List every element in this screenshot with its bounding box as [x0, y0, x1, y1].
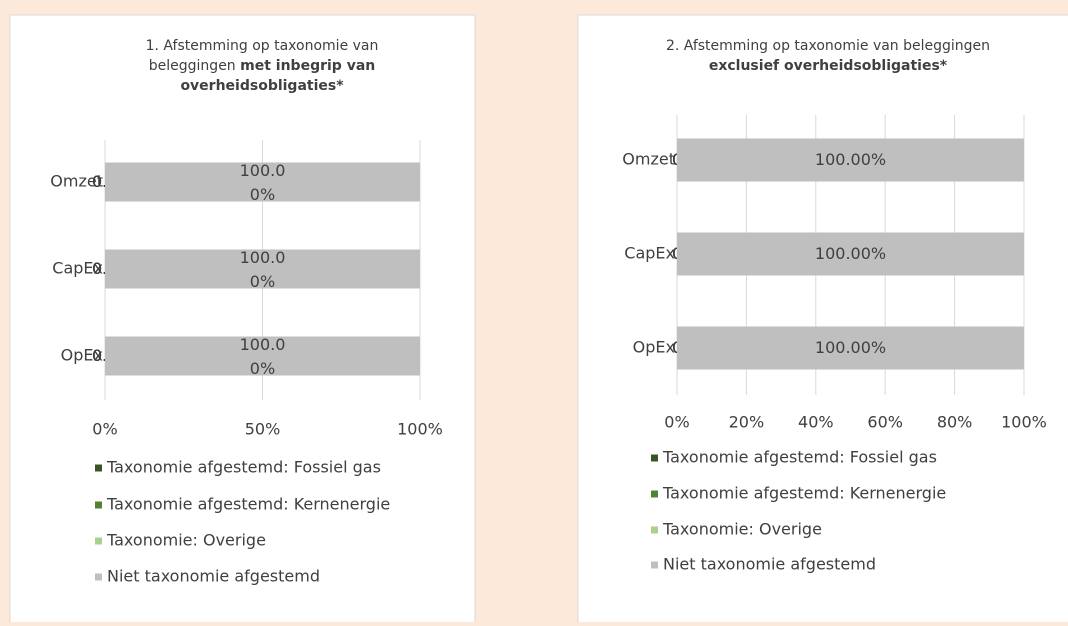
- x-tick-label: 0%: [664, 413, 689, 432]
- data-label-box: 100.00%: [239, 248, 286, 291]
- title-text: 2. Afstemming op taxonomie van belegging…: [665, 38, 991, 54]
- data-label-box: 100.00%: [814, 244, 887, 263]
- y-tick-label: OpEx: [633, 338, 675, 357]
- y-tick-label: OpEx: [61, 346, 103, 365]
- chart-title: 2. Afstemming op taxonomie van belegging…: [630, 36, 1026, 76]
- legend-swatch: [95, 537, 102, 545]
- data-label: 100.00%: [814, 338, 887, 357]
- legend-swatch: [651, 526, 658, 534]
- panel: [577, 14, 1068, 626]
- y-tick-label: CapEx: [52, 259, 103, 278]
- x-tick-label: 100%: [397, 420, 443, 439]
- x-tick-label: 50%: [245, 420, 281, 439]
- legend-swatch: [95, 501, 102, 509]
- x-tick-label: 60%: [867, 413, 903, 432]
- title-bold: met inbegrip van overheidsobligaties*: [180, 58, 376, 94]
- bar: [105, 162, 420, 202]
- panel: [9, 14, 476, 626]
- data-label-box: 100.00%: [239, 335, 286, 378]
- data-label: 100.00%: [239, 248, 286, 291]
- legend-label: Taxonomie afgestemd: Kernenergie: [662, 484, 946, 503]
- legend-label: Taxonomie afgestemd: Kernenergie: [106, 495, 390, 514]
- legend-swatch: [651, 490, 658, 498]
- title-box: 2. Afstemming op taxonomie van belegging…: [630, 36, 1026, 76]
- data-label: 100.00%: [239, 335, 286, 378]
- x-tick-label: 20%: [729, 413, 765, 432]
- x-tick-label: 100%: [1001, 413, 1047, 432]
- x-tick-label: 0%: [92, 420, 117, 439]
- legend-swatch: [95, 464, 102, 472]
- title-bold: exclusief overheidsobligaties*: [708, 58, 948, 74]
- legend-label: Taxonomie afgestemd: Fossiel gas: [662, 448, 937, 467]
- bar: [105, 249, 420, 289]
- y-tick-label: Omzet: [50, 172, 103, 191]
- data-label-box: 100.00%: [814, 150, 887, 169]
- x-tick-label: 80%: [937, 413, 973, 432]
- data-label: 100.00%: [239, 161, 286, 204]
- data-label-box: 100.00%: [239, 161, 286, 204]
- chart-title: 1. Afstemming op taxonomie van belegging…: [137, 36, 387, 96]
- data-label: 100.00%: [814, 150, 887, 169]
- x-tick-label: 40%: [798, 413, 834, 432]
- bar: [677, 326, 1024, 370]
- legend-swatch: [95, 573, 102, 581]
- data-label: 100.00%: [814, 244, 887, 263]
- legend-label: Niet taxonomie afgestemd: [663, 555, 876, 574]
- y-tick-label: Omzet: [622, 150, 675, 169]
- title-box: 1. Afstemming op taxonomie van belegging…: [137, 36, 387, 96]
- legend-swatch: [651, 454, 658, 462]
- bar: [677, 232, 1024, 276]
- bar: [105, 336, 420, 376]
- legend-swatch: [651, 561, 658, 569]
- y-tick-label: CapEx: [624, 244, 675, 263]
- data-label-box: 100.00%: [814, 338, 887, 357]
- title-text: 1. Afstemming op taxonomie van belegging…: [145, 38, 379, 74]
- legend-label: Taxonomie: Overige: [662, 520, 822, 539]
- legend-label: Taxonomie afgestemd: Fossiel gas: [106, 458, 381, 477]
- legend-label: Niet taxonomie afgestemd: [107, 567, 320, 586]
- bar: [677, 138, 1024, 182]
- legend-label: Taxonomie: Overige: [106, 531, 266, 550]
